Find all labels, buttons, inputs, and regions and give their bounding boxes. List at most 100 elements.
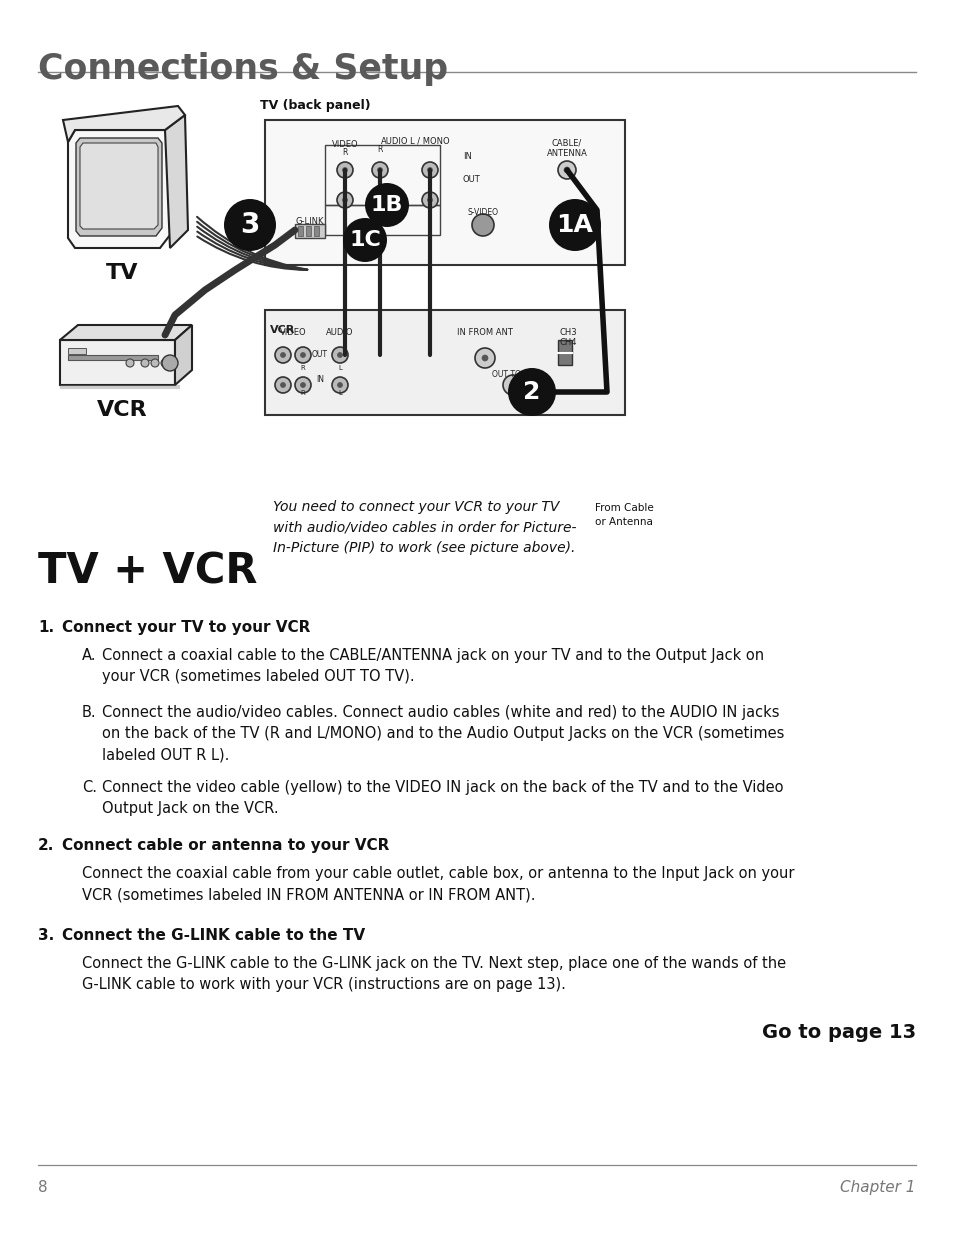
Text: OUT: OUT <box>462 175 480 184</box>
Text: TV: TV <box>106 263 138 283</box>
Circle shape <box>372 191 388 207</box>
Circle shape <box>421 191 437 207</box>
Text: 3: 3 <box>240 211 259 240</box>
Circle shape <box>161 359 169 367</box>
Text: AUDIO: AUDIO <box>381 137 408 146</box>
Circle shape <box>141 359 149 367</box>
Circle shape <box>332 347 348 363</box>
Text: 8: 8 <box>38 1179 48 1195</box>
Circle shape <box>342 168 347 173</box>
Bar <box>325 144 439 205</box>
Text: OUT TO TV: OUT TO TV <box>492 370 533 379</box>
Circle shape <box>162 354 178 370</box>
Bar <box>325 205 439 235</box>
Text: Connect the audio/video cables. Connect audio cables (white and red) to the AUDI: Connect the audio/video cables. Connect … <box>102 705 783 762</box>
Text: R: R <box>300 390 305 396</box>
Text: From Cable
or Antenna: From Cable or Antenna <box>595 503 653 527</box>
Text: CH3: CH3 <box>559 329 577 337</box>
Circle shape <box>372 162 388 178</box>
Text: 2: 2 <box>523 380 540 404</box>
Text: Connect the coaxial cable from your cable outlet, cable box, or antenna to the I: Connect the coaxial cable from your cabl… <box>82 866 794 902</box>
Circle shape <box>472 214 494 236</box>
Bar <box>314 226 318 236</box>
Circle shape <box>337 352 342 357</box>
Text: OUT: OUT <box>312 350 328 359</box>
Text: 1A: 1A <box>556 212 593 237</box>
Text: R: R <box>300 366 305 370</box>
Text: 2.: 2. <box>38 839 54 853</box>
Circle shape <box>343 219 387 262</box>
Polygon shape <box>63 106 185 142</box>
Text: CH4: CH4 <box>559 338 577 347</box>
Text: CABLE/
ANTENNA: CABLE/ ANTENNA <box>546 138 587 158</box>
Polygon shape <box>76 138 162 236</box>
Bar <box>306 226 311 236</box>
Circle shape <box>421 162 437 178</box>
Text: C.: C. <box>82 781 97 795</box>
Circle shape <box>336 162 353 178</box>
Polygon shape <box>165 115 188 248</box>
Circle shape <box>336 191 353 207</box>
Circle shape <box>502 375 522 395</box>
Text: R: R <box>342 148 347 157</box>
Circle shape <box>274 347 291 363</box>
Circle shape <box>294 377 311 393</box>
Circle shape <box>377 198 382 203</box>
Text: 1B: 1B <box>371 195 403 215</box>
Text: L / MONO: L / MONO <box>410 137 450 146</box>
Bar <box>265 120 624 266</box>
Text: B.: B. <box>82 705 96 720</box>
Circle shape <box>427 198 432 203</box>
Circle shape <box>151 359 159 367</box>
Circle shape <box>475 348 495 368</box>
Text: Connect your TV to your VCR: Connect your TV to your VCR <box>62 620 310 635</box>
Circle shape <box>365 183 409 227</box>
Text: Go to page 13: Go to page 13 <box>761 1023 915 1042</box>
Text: VCR: VCR <box>270 325 294 335</box>
Text: VIDEO: VIDEO <box>332 140 358 149</box>
Circle shape <box>337 383 342 388</box>
Circle shape <box>558 161 576 179</box>
Polygon shape <box>60 325 192 340</box>
Circle shape <box>342 198 347 203</box>
Text: Chapter 1: Chapter 1 <box>840 1179 915 1195</box>
Text: Connect the G-LINK cable to the G-LINK jack on the TV. Next step, place one of t: Connect the G-LINK cable to the G-LINK j… <box>82 956 785 992</box>
Circle shape <box>548 199 600 251</box>
Text: G-LINK: G-LINK <box>295 217 324 226</box>
Circle shape <box>507 368 556 416</box>
Text: Connect the video cable (yellow) to the VIDEO IN jack on the back of the TV and : Connect the video cable (yellow) to the … <box>102 781 782 816</box>
Polygon shape <box>80 143 158 228</box>
Circle shape <box>510 382 516 388</box>
Circle shape <box>280 352 285 357</box>
Text: R: R <box>377 144 382 154</box>
Text: A.: A. <box>82 648 96 663</box>
Circle shape <box>377 168 382 173</box>
Text: VIDEO: VIDEO <box>279 329 306 337</box>
Bar <box>558 340 572 366</box>
Text: Connect cable or antenna to your VCR: Connect cable or antenna to your VCR <box>62 839 389 853</box>
Circle shape <box>224 199 275 251</box>
Text: S-VIDEO: S-VIDEO <box>467 207 498 217</box>
Circle shape <box>332 377 348 393</box>
Text: IN FROM ANT: IN FROM ANT <box>456 329 513 337</box>
Bar <box>294 224 325 238</box>
Circle shape <box>300 352 305 357</box>
Text: Connect the G-LINK cable to the TV: Connect the G-LINK cable to the TV <box>62 927 365 944</box>
Text: TV (back panel): TV (back panel) <box>260 99 370 112</box>
Circle shape <box>300 383 305 388</box>
Polygon shape <box>174 325 192 385</box>
Bar <box>68 354 158 359</box>
Polygon shape <box>60 340 174 385</box>
Circle shape <box>563 167 569 173</box>
Text: TV + VCR: TV + VCR <box>38 550 257 592</box>
Circle shape <box>427 168 432 173</box>
Text: Connect a coaxial cable to the CABLE/ANTENNA jack on your TV and to the Output J: Connect a coaxial cable to the CABLE/ANT… <box>102 648 763 684</box>
Text: AUDIO: AUDIO <box>326 329 354 337</box>
Bar <box>297 226 303 236</box>
Text: 1.: 1. <box>38 620 54 635</box>
Text: You need to connect your VCR to your TV
with audio/video cables in order for Pic: You need to connect your VCR to your TV … <box>273 500 576 556</box>
Text: 3.: 3. <box>38 927 54 944</box>
Text: IN: IN <box>315 375 324 384</box>
Circle shape <box>280 383 285 388</box>
Circle shape <box>126 359 133 367</box>
